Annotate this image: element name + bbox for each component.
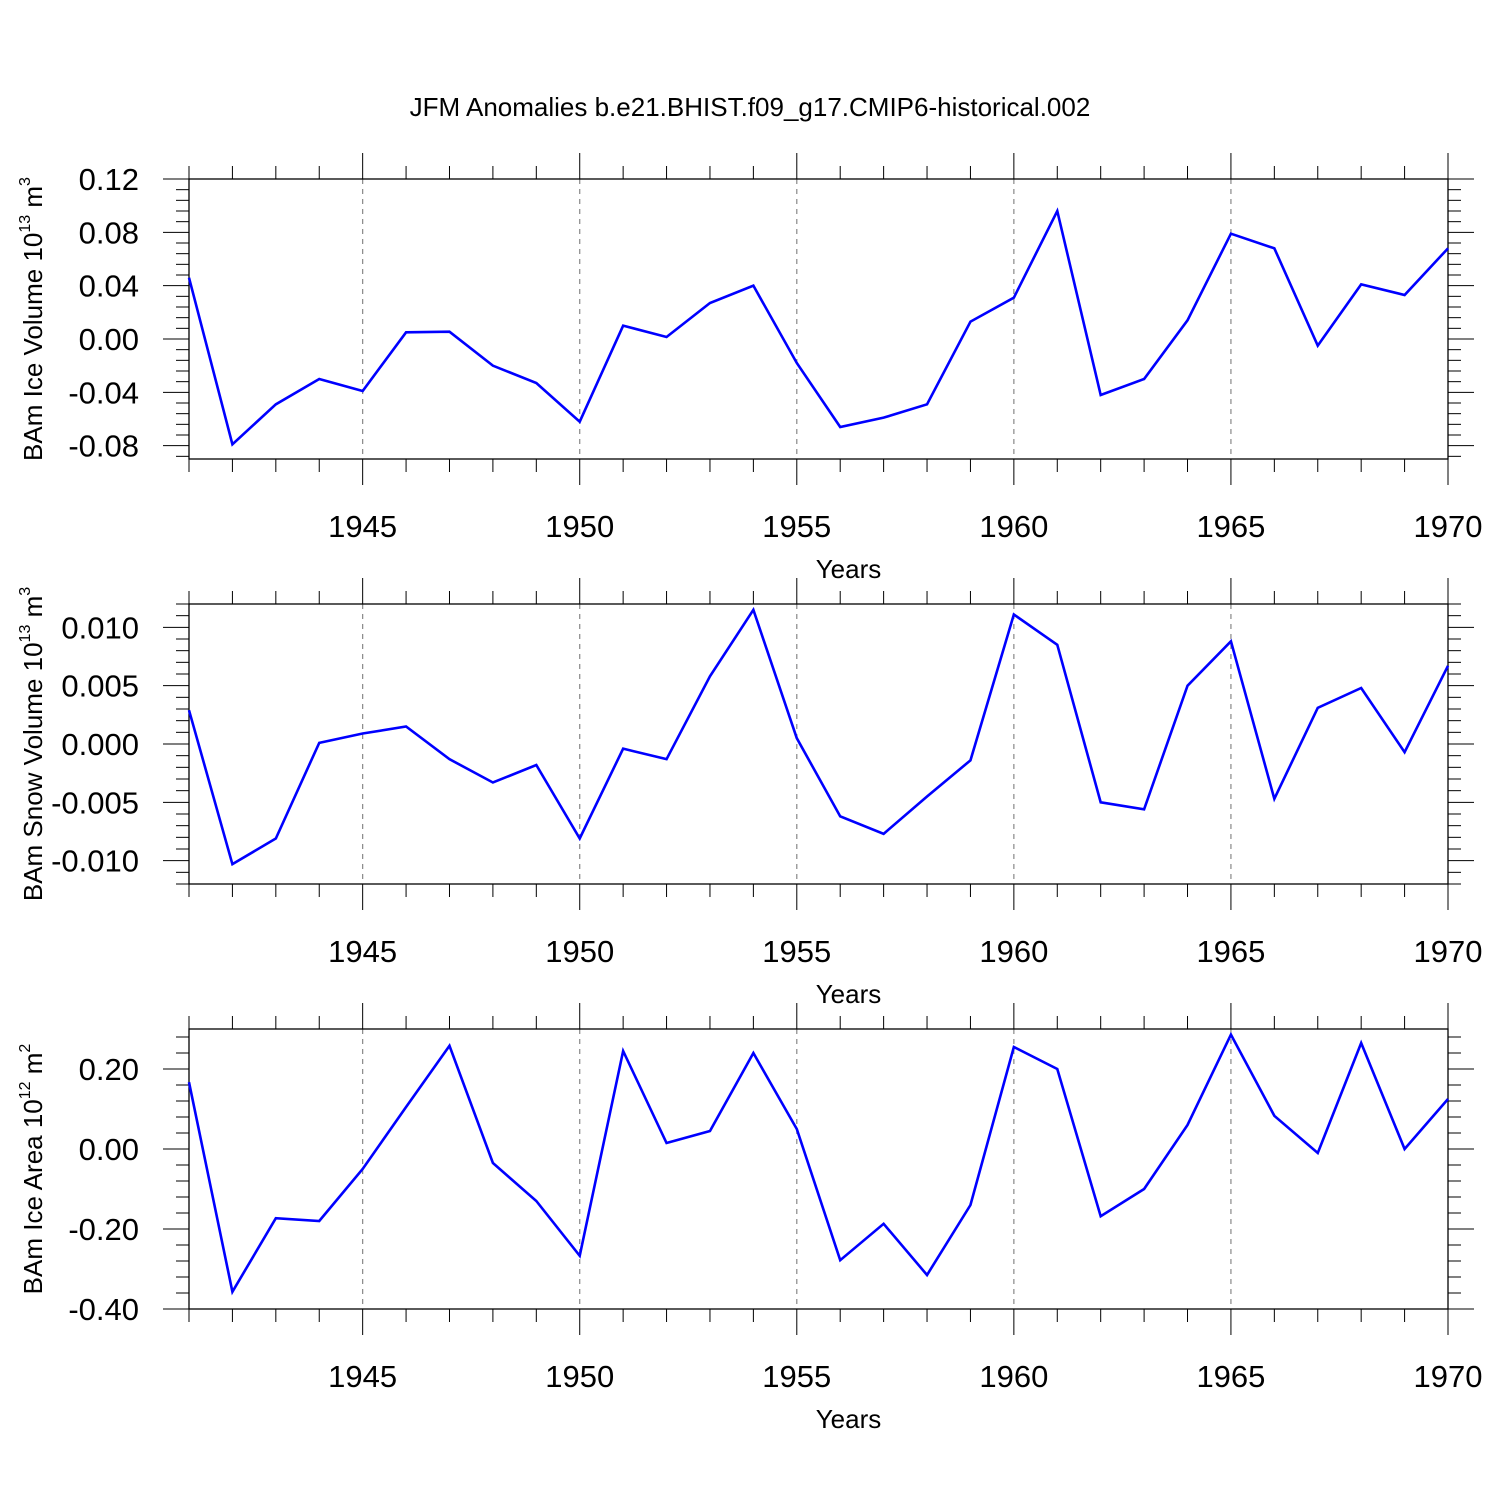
x-tick-label: 1950 xyxy=(545,934,614,969)
x-tick-label: 1960 xyxy=(979,934,1048,969)
y-axis-title: BAm Ice Area 1012 m2 xyxy=(17,1044,48,1295)
x-tick-label: 1955 xyxy=(762,509,831,544)
y-axis-title-unit: m xyxy=(18,1053,48,1082)
y-tick-label: -0.08 xyxy=(68,429,139,464)
x-tick-label: 1965 xyxy=(1196,934,1265,969)
y-tick-label: 0.12 xyxy=(79,162,139,197)
y-axis-title-exponent: 12 xyxy=(17,1081,34,1099)
x-tick-label: 1970 xyxy=(1414,1359,1483,1394)
y-tick-label: -0.010 xyxy=(51,844,139,879)
y-axis-title-text: BAm Ice Volume 10 xyxy=(18,233,48,461)
y-tick-label: -0.005 xyxy=(51,785,139,820)
plot-frame xyxy=(188,178,1449,460)
y-tick-label: 0.010 xyxy=(61,610,139,645)
y-axis-title-exponent: 13 xyxy=(17,215,34,233)
x-tick-label: 1955 xyxy=(762,934,831,969)
series-line xyxy=(187,606,1450,867)
y-axis-title-text: BAm Ice Area 10 xyxy=(18,1099,48,1294)
panel-1: 1945 1950 1955 1960 1965 1970 -0.08 -0.04 0.00 0.… xyxy=(17,153,1482,584)
x-tick-label: 1965 xyxy=(1196,1359,1265,1394)
y-axis-title-text: BAm Snow Volume 10 xyxy=(18,642,48,901)
y-axis-title: BAm Ice Volume 1013 m3 xyxy=(17,177,48,461)
panel-2: 1945 1950 1955 1960 1965 1970 -0.010 -0.005 0.00… xyxy=(17,578,1482,1009)
x-tick-label: 1945 xyxy=(328,1359,397,1394)
y-tick-label: 0.20 xyxy=(79,1052,139,1087)
y-tick-label: 0.00 xyxy=(79,1132,139,1167)
y-axis-title-unit: m xyxy=(18,596,48,625)
y-tick-label: -0.40 xyxy=(68,1292,139,1327)
x-tick-label: 1960 xyxy=(979,509,1048,544)
y-axis-title-unit-exponent: 3 xyxy=(17,587,34,596)
x-tick-label: 1945 xyxy=(328,934,397,969)
x-axis-title: Years xyxy=(816,554,882,584)
x-axis-title: Years xyxy=(816,979,882,1009)
panels: 1945 1950 1955 1960 1965 1970 -0.08 -0.04 0.00 0.… xyxy=(17,153,1482,1434)
x-tick-label: 1960 xyxy=(979,1359,1048,1394)
y-tick-label: 0.04 xyxy=(79,269,139,304)
x-tick-label: 1970 xyxy=(1414,934,1483,969)
y-axis-title-unit: m xyxy=(18,186,48,215)
series-line xyxy=(187,1031,1449,1296)
x-tick-label: 1970 xyxy=(1414,509,1483,544)
y-axis-title: BAm Snow Volume 1013 m3 xyxy=(17,587,48,901)
plot-frame xyxy=(188,1028,1449,1310)
x-axis-title: Years xyxy=(816,1404,882,1434)
y-axis-title-unit-exponent: 3 xyxy=(17,177,34,186)
figure-title: JFM Anomalies b.e21.BHIST.f09_g17.CMIP6-… xyxy=(410,92,1091,122)
y-tick-label: 0.005 xyxy=(61,669,139,704)
x-tick-label: 1950 xyxy=(545,509,614,544)
panel-3: 1945 1950 1955 1960 1965 1970 -0.40 -0.20 0.00 0.… xyxy=(17,1003,1482,1434)
series-line xyxy=(187,207,1449,447)
y-tick-label: -0.04 xyxy=(68,375,139,410)
y-tick-label: 0.00 xyxy=(79,322,139,357)
y-tick-label: 0.000 xyxy=(61,727,139,762)
y-tick-label: 0.08 xyxy=(79,215,139,250)
y-axis-title-exponent: 13 xyxy=(17,625,34,643)
x-tick-label: 1950 xyxy=(545,1359,614,1394)
x-tick-label: 1955 xyxy=(762,1359,831,1394)
y-tick-label: -0.20 xyxy=(68,1212,139,1247)
x-tick-label: 1945 xyxy=(328,509,397,544)
x-tick-label: 1965 xyxy=(1196,509,1265,544)
y-axis-title-unit-exponent: 2 xyxy=(17,1044,34,1053)
